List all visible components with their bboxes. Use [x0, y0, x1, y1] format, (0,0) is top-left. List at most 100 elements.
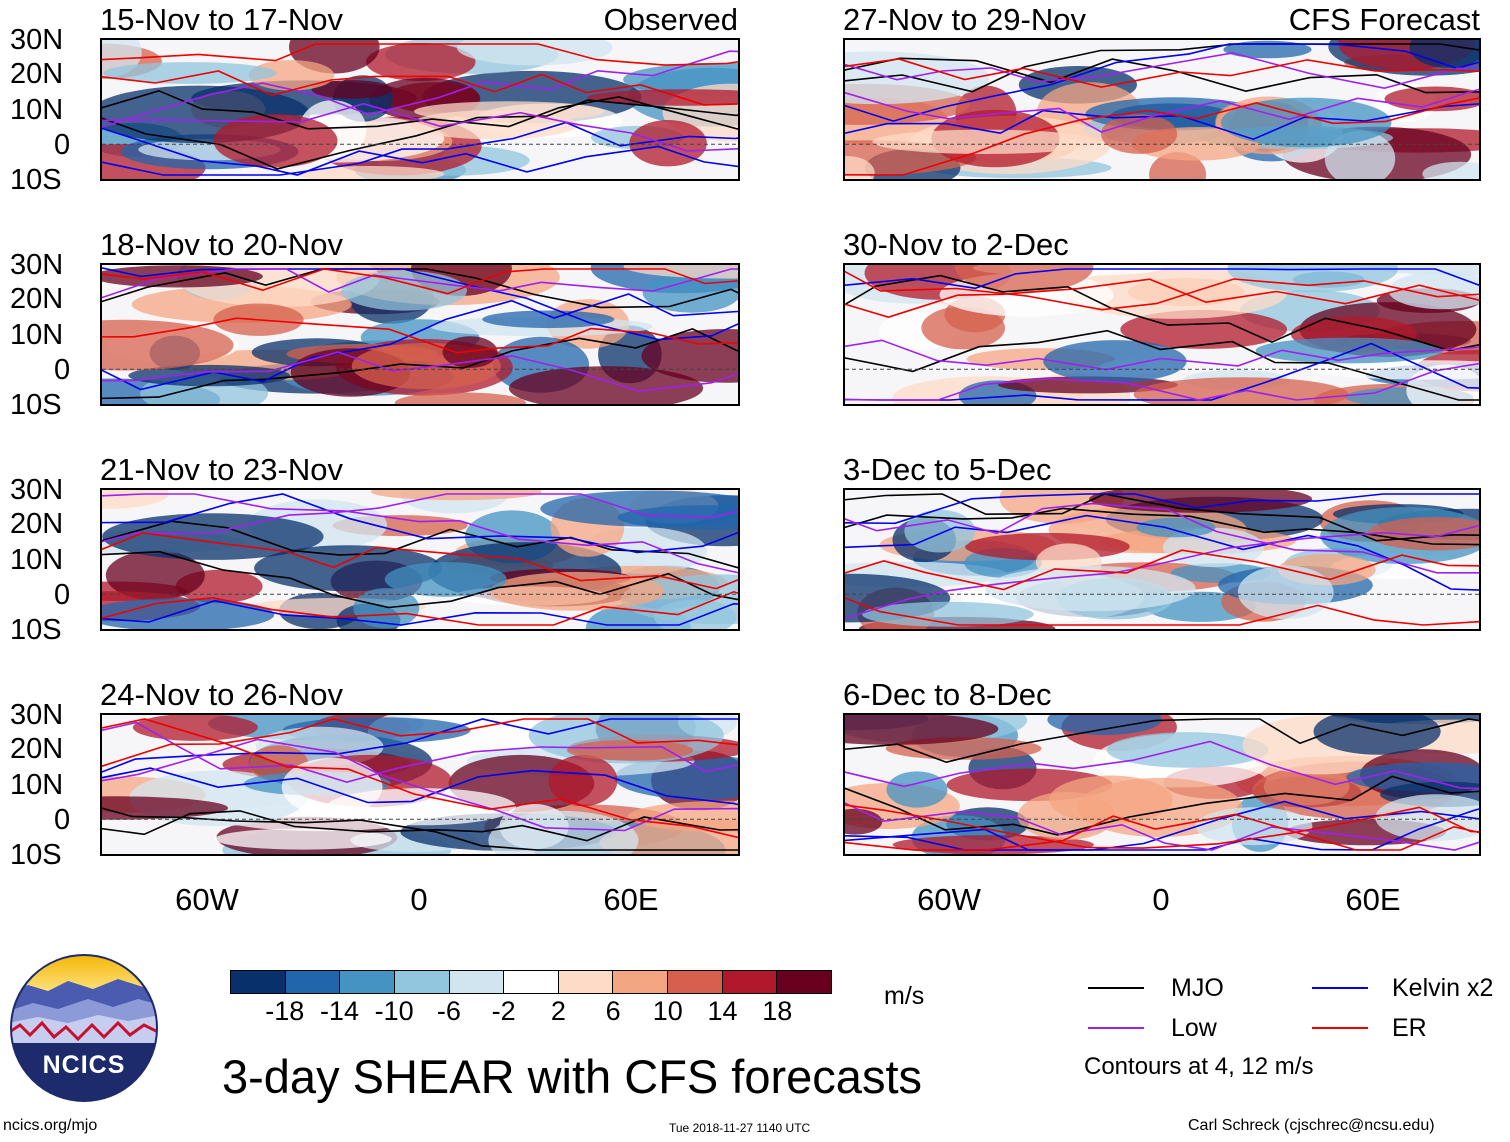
lon-label: 60E	[603, 882, 659, 917]
contour-line	[102, 43, 738, 66]
shear-anomaly-blob	[102, 319, 234, 371]
contour-line	[102, 721, 738, 784]
contour-line	[845, 502, 1479, 574]
shear-anomaly-blob	[954, 265, 1094, 293]
observed-label: Observed	[603, 2, 738, 37]
ncics-logo: NCICS	[8, 953, 160, 1103]
shear-map-panel	[100, 488, 740, 631]
colorbar-tick-label: -2	[491, 996, 516, 1026]
shear-anomaly-blob	[1313, 715, 1441, 755]
contour-line	[845, 52, 1479, 90]
shear-anomaly-blob	[1367, 517, 1479, 551]
contour-line	[102, 102, 738, 152]
shear-anomaly-blob	[1047, 715, 1162, 735]
shear-anomaly-blob	[248, 60, 335, 91]
shear-map-panel	[100, 38, 740, 181]
contour-line	[845, 718, 1479, 764]
shear-anomaly-blob	[654, 599, 737, 629]
contour-line	[845, 339, 1479, 371]
contour-line	[102, 328, 738, 400]
contour-line	[102, 590, 738, 626]
panel-title: 3-Dec to 5-Dec	[843, 452, 1052, 487]
colorbar-segment	[668, 971, 723, 993]
shear-map-panel	[100, 263, 740, 406]
shear-anomaly-blob	[311, 80, 393, 99]
lat-label: 10S	[10, 614, 62, 646]
contour-line	[845, 493, 1479, 542]
colorbar-segment	[504, 971, 559, 993]
shear-anomaly-blob	[872, 129, 1098, 154]
contour-line	[845, 808, 1479, 851]
contour-line	[102, 493, 738, 543]
lat-label: 10S	[10, 839, 62, 871]
lat-label: 30N	[10, 24, 64, 56]
legend-label: Low	[1171, 1014, 1217, 1042]
colorbar-segment	[558, 971, 614, 993]
contour-line	[102, 70, 738, 106]
contour-line	[102, 532, 738, 590]
shear-anomaly-blob	[1106, 732, 1269, 768]
contour-line	[102, 268, 738, 295]
contour-line	[102, 127, 738, 176]
forecast-label: CFS Forecast	[1288, 2, 1480, 37]
shear-anomaly-blob	[1310, 360, 1479, 380]
contour-line	[102, 99, 738, 170]
panel-title: 24-Nov to 26-Nov	[100, 677, 343, 712]
legend-label: Kelvin x2	[1392, 974, 1494, 1002]
lat-label: 30N	[10, 699, 64, 731]
lat-label: 0	[54, 804, 71, 836]
colorbar-segment	[777, 971, 832, 993]
contour-line	[845, 268, 1479, 290]
colorbar-segment	[394, 971, 450, 993]
contour-line	[102, 268, 738, 309]
shear-anomaly-blob	[642, 271, 738, 313]
shear-anomaly-blob	[384, 562, 507, 597]
contour-line	[102, 718, 738, 839]
lon-label: 0	[410, 882, 428, 917]
shear-anomaly-blob	[1120, 309, 1288, 349]
shear-anomaly-blob	[489, 571, 665, 611]
contour-line	[845, 740, 1479, 790]
shear-anomaly-blob	[629, 120, 707, 167]
shear-map-panel	[843, 713, 1481, 856]
shear-anomaly-blob	[365, 43, 476, 81]
panel-title: 27-Nov to 29-Nov	[843, 2, 1086, 37]
legend-label: MJO	[1171, 974, 1224, 1002]
shear-anomaly-blob	[214, 828, 392, 850]
logo-text: NCICS	[42, 1051, 126, 1079]
lat-label: 10N	[10, 94, 64, 126]
contour-line	[102, 267, 738, 341]
shear-anomaly-blob	[845, 808, 883, 835]
panel-title: 6-Dec to 8-Dec	[843, 677, 1052, 712]
contour-line	[845, 524, 1479, 620]
lat-label: 20N	[10, 508, 64, 540]
shear-anomaly-blob	[1227, 265, 1399, 293]
shear-anomaly-blob	[1388, 271, 1479, 310]
colorbar-segment	[722, 971, 778, 993]
shear-anomaly-blob	[540, 490, 738, 527]
shear-map-panel	[100, 713, 740, 856]
legend-swatch-low	[1088, 1027, 1144, 1029]
colorbar-segment	[613, 971, 669, 993]
lat-label: 10N	[10, 544, 64, 576]
lat-label: 20N	[10, 58, 64, 90]
footer-credit: Carl Schreck (cjschrec@ncsu.edu)	[1188, 1117, 1435, 1134]
lat-label: 0	[54, 579, 71, 611]
panel-title: 21-Nov to 23-Nov	[100, 452, 343, 487]
contour-line	[102, 520, 738, 569]
contour-line	[845, 804, 1479, 849]
contour-line	[845, 802, 1479, 851]
lat-label: 0	[54, 354, 71, 386]
legend-note: Contours at 4, 12 m/s	[1084, 1053, 1314, 1080]
panel-title: 15-Nov to 17-Nov	[100, 2, 343, 37]
colorbar-tick-label: 10	[652, 996, 683, 1026]
footer-url[interactable]: ncics.org/mjo	[3, 1117, 98, 1134]
lon-label: 60W	[917, 882, 981, 917]
colorbar-tick-label: -18	[265, 996, 305, 1026]
contour-line	[845, 329, 1479, 401]
contour-line	[845, 274, 1479, 352]
contour-line	[102, 767, 738, 806]
contour-line	[102, 718, 738, 773]
contour-line	[102, 351, 738, 392]
contour-line	[102, 89, 738, 130]
